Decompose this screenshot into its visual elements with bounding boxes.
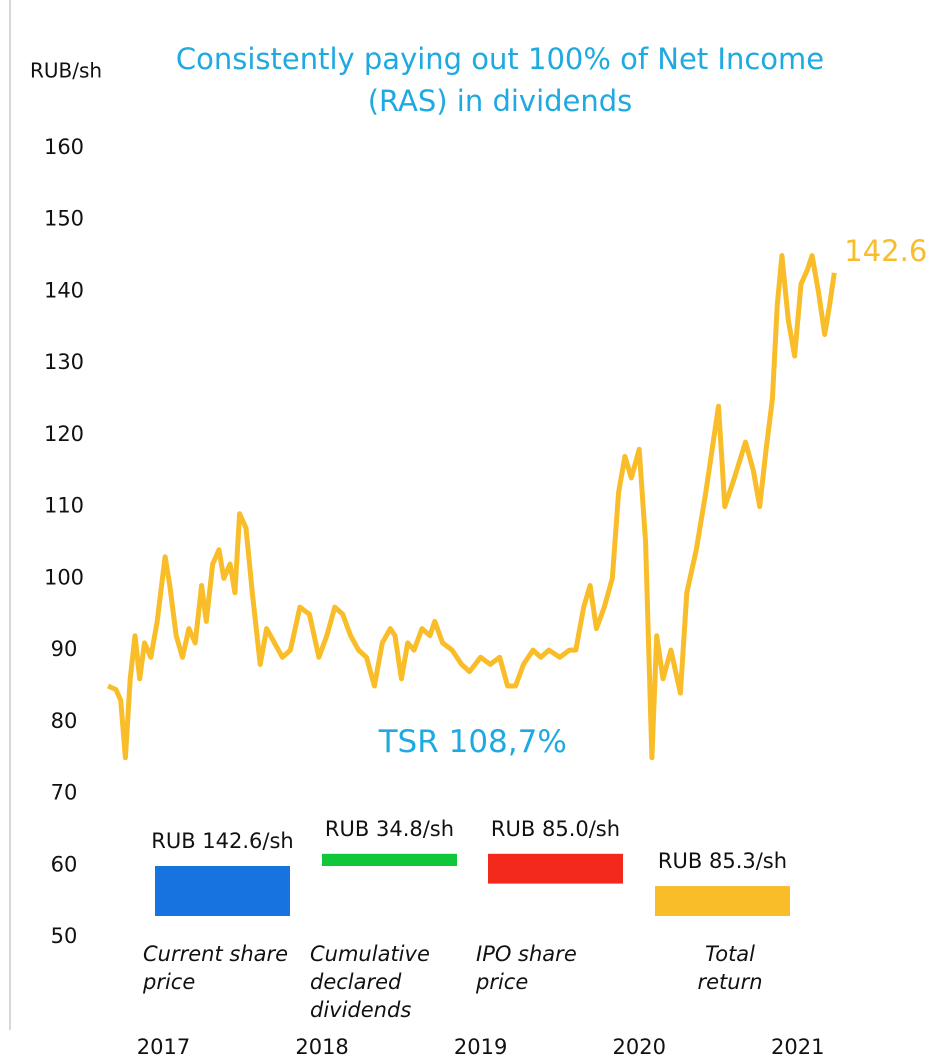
chart-title: Consistently paying out 100% of Net Inco… (175, 42, 825, 118)
y-tick-label: 160 (44, 135, 84, 159)
bar-value-label: RUB 34.8/sh (325, 817, 454, 841)
x-tick-label: 2020 (612, 1035, 665, 1059)
bar-value-label: RUB 85.0/sh (491, 817, 620, 841)
x-tick-label: 2018 (295, 1035, 348, 1059)
category-label: Current share price (143, 942, 289, 994)
annotation: TSR 108,7% (378, 724, 567, 760)
bar-value-label: RUB 142.6/sh (151, 829, 294, 853)
y-tick-label: 100 (44, 565, 84, 589)
category-label: Total return (697, 942, 763, 994)
price-line (106, 253, 837, 761)
x-tick-label: 2021 (771, 1035, 824, 1059)
y-tick-label: 60 (51, 852, 78, 876)
y-axis-label: RUB/sh (30, 59, 102, 83)
bar (488, 853, 623, 884)
y-tick-label: 150 (44, 207, 84, 231)
x-tick-label: 2017 (137, 1035, 190, 1059)
bar (322, 853, 457, 866)
y-tick-label: 120 (44, 422, 84, 446)
y-tick-label: 90 (51, 637, 78, 661)
annotation: 142.6 (844, 234, 927, 268)
bar (655, 886, 790, 916)
y-tick-label: 130 (44, 350, 84, 374)
y-tick-label: 70 (51, 781, 78, 805)
bar-value-label: RUB 85.3/sh (658, 849, 787, 873)
category-label: IPO share price (476, 942, 577, 994)
category-label: Cumulative declared dividends (310, 942, 430, 1022)
y-tick-label: 140 (44, 278, 84, 302)
y-tick-label: 110 (44, 494, 84, 518)
x-tick-label: 2019 (454, 1035, 507, 1059)
bar (155, 866, 290, 916)
y-tick-label: 50 (51, 924, 78, 948)
y-tick-label: 80 (51, 709, 78, 733)
